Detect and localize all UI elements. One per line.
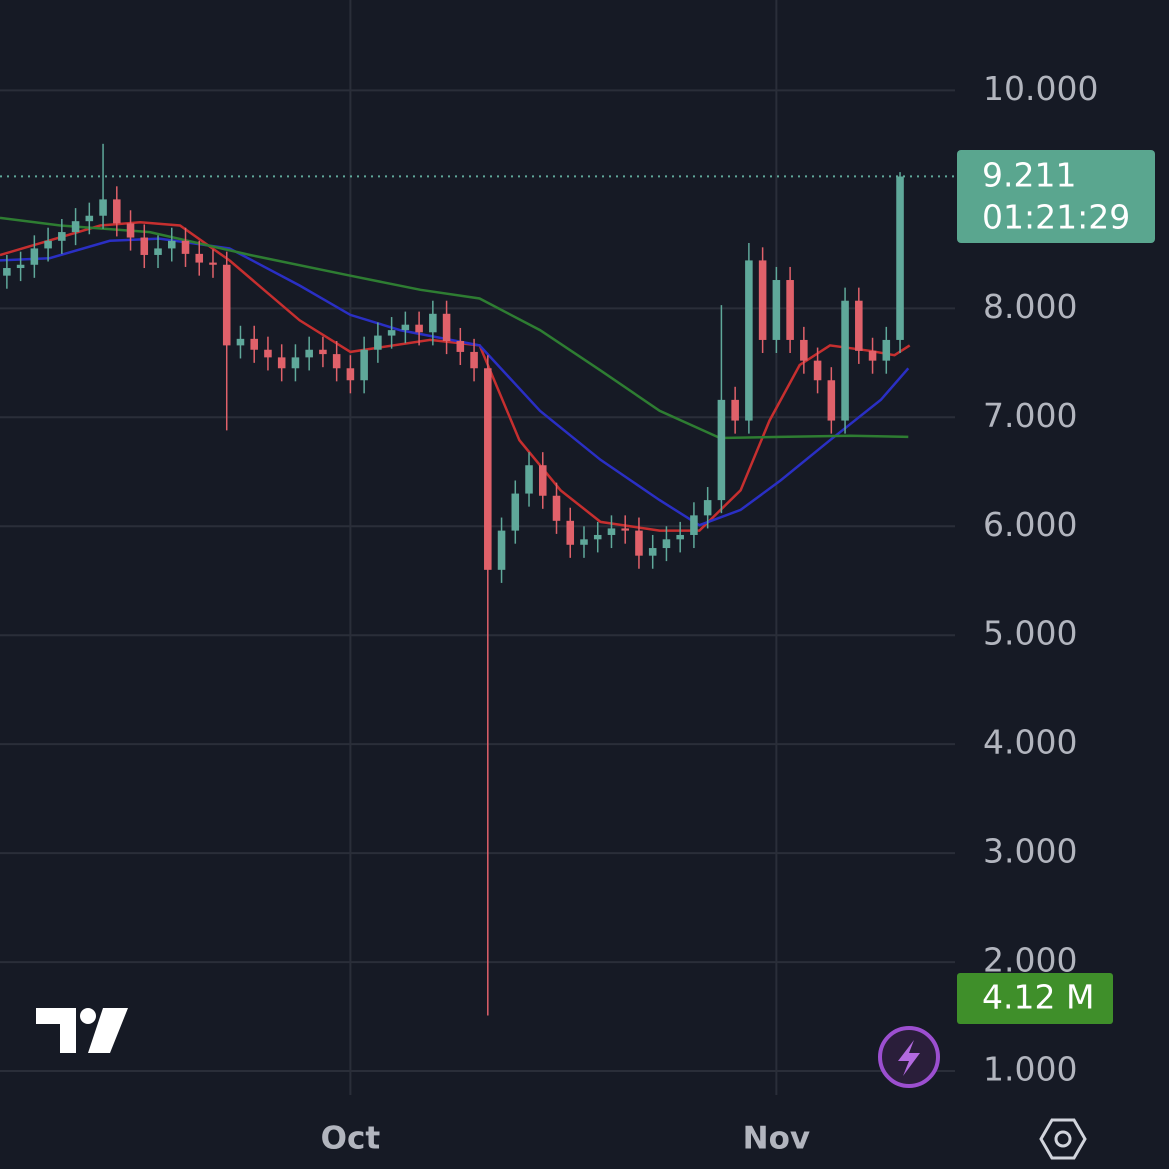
y-tick-label: 6.000 <box>983 505 1077 544</box>
candle-body <box>841 300 849 421</box>
countdown-label: 01:21:29 <box>982 198 1130 237</box>
y-tick-label: 5.000 <box>983 614 1077 653</box>
candle-body <box>113 199 121 224</box>
candle-body <box>484 368 492 570</box>
candle-body <box>305 349 313 358</box>
candle-body <box>264 349 272 358</box>
lightning-button[interactable] <box>878 1026 940 1088</box>
candle-body <box>511 493 520 531</box>
plot <box>0 0 955 1095</box>
candle-body <box>126 223 135 238</box>
candle-body <box>717 399 726 501</box>
y-tick-label: 10.000 <box>983 69 1098 108</box>
moving-average <box>0 221 911 532</box>
candle-body <box>236 338 245 346</box>
candle-body <box>387 330 396 336</box>
candle-body <box>731 399 739 421</box>
candle-body <box>868 350 877 361</box>
candle-body <box>346 368 355 381</box>
candle-body <box>607 528 616 535</box>
candle-body <box>58 232 66 241</box>
candle-body <box>140 237 149 255</box>
volume-badge <box>957 973 1113 1024</box>
candle-body <box>538 465 547 496</box>
candle-body <box>332 354 341 369</box>
y-tick-label: 8.000 <box>983 287 1077 326</box>
price-badge-label: 9.211 <box>982 156 1076 195</box>
y-tick-label: 4.000 <box>983 723 1077 762</box>
candle-body <box>786 280 794 340</box>
candle-body <box>85 215 94 222</box>
candle-body <box>497 530 506 570</box>
candle-body <box>800 339 808 361</box>
candle-body <box>99 199 107 216</box>
candle-body <box>209 262 217 265</box>
candle-body <box>662 539 671 549</box>
candle-body <box>167 240 176 249</box>
moving-average <box>0 237 910 527</box>
candle-body <box>44 240 52 249</box>
candle-body <box>154 248 162 255</box>
candle-body <box>360 349 368 381</box>
candle-body <box>635 530 643 556</box>
candle-body <box>648 548 657 556</box>
volume-badge-label: 4.12 M <box>982 978 1094 1017</box>
candle-body <box>703 500 712 516</box>
candle-body <box>745 260 753 421</box>
candle-body <box>291 357 300 369</box>
candle-body <box>442 313 451 342</box>
candle-body <box>896 176 904 340</box>
candle-body <box>690 515 698 535</box>
candle-body <box>580 539 588 545</box>
price-badge <box>957 150 1155 243</box>
candle-body <box>401 324 410 331</box>
y-tick-label: 3.000 <box>983 832 1077 871</box>
candle-body <box>319 349 327 355</box>
candle-body <box>855 300 863 351</box>
x-tick-label: Nov <box>743 1121 810 1157</box>
y-tick-label: 7.000 <box>983 396 1077 435</box>
candle-body <box>374 335 382 350</box>
candle-body <box>772 280 781 340</box>
candle-body <box>415 324 423 333</box>
moving-average <box>0 216 909 440</box>
candle-body <box>593 534 602 540</box>
candle-body <box>676 534 684 540</box>
candle-body <box>30 248 39 265</box>
candle-body <box>429 313 437 333</box>
x-tick-label: Oct <box>321 1121 381 1157</box>
candle-body <box>181 240 190 254</box>
candle-body <box>470 351 478 369</box>
candle-body <box>552 495 561 521</box>
candle-body <box>3 268 11 276</box>
candle-body <box>882 339 891 361</box>
candle-body <box>250 338 258 350</box>
candle-body <box>222 264 231 346</box>
candle-body <box>813 360 822 381</box>
candle-body <box>456 341 465 352</box>
candle-body <box>758 260 767 340</box>
candle-body <box>195 253 204 263</box>
candle-body <box>566 520 575 545</box>
tradingview-logo <box>36 1008 128 1053</box>
y-tick-label: 1.000 <box>983 1050 1077 1089</box>
candle-body <box>621 528 629 531</box>
candle-body <box>71 221 80 233</box>
candle-body <box>525 465 533 494</box>
candle-body <box>16 264 25 269</box>
candle-body <box>827 380 836 421</box>
candle-body <box>277 357 286 369</box>
settings-button[interactable] <box>1039 1118 1087 1160</box>
